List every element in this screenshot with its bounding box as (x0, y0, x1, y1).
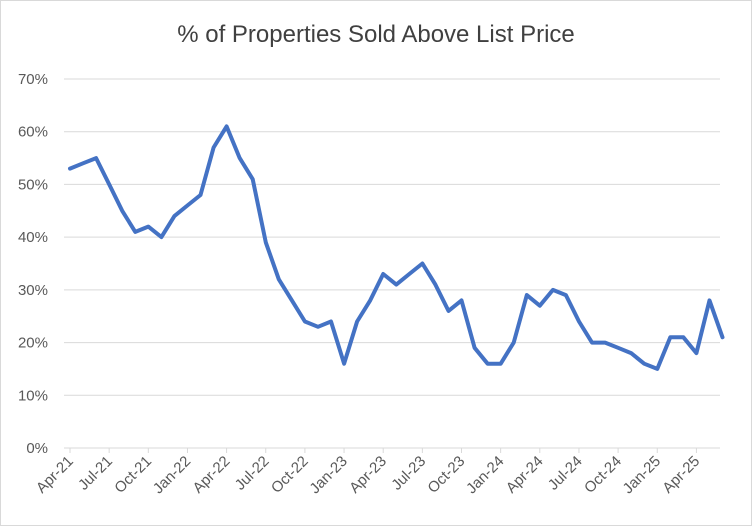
y-tick-label: 0% (26, 440, 48, 457)
data-point (616, 346, 620, 350)
data-point (655, 367, 659, 371)
data-point (642, 362, 646, 366)
x-axis-labels: Apr-21Jul-21Oct-21Jan-22Apr-22Jul-22Oct-… (33, 453, 703, 497)
y-tick-label: 50% (18, 176, 48, 193)
data-point (694, 351, 698, 355)
data-point (538, 304, 542, 308)
data-point (433, 283, 437, 287)
x-tick-label: Oct-21 (111, 453, 155, 497)
data-point (342, 362, 346, 366)
data-point (707, 298, 711, 302)
data-point (251, 177, 255, 181)
y-tick-label: 60% (18, 124, 48, 141)
data-point (420, 262, 424, 266)
y-tick-label: 10% (18, 387, 48, 404)
data-point (473, 346, 477, 350)
x-tick-label: Apr-22 (190, 453, 234, 497)
x-tick-label: Apr-23 (346, 453, 390, 497)
data-point (199, 193, 203, 197)
data-point (681, 335, 685, 339)
data-point (394, 283, 398, 287)
data-point (238, 156, 242, 160)
data-point (460, 298, 464, 302)
data-point (172, 214, 176, 218)
data-point (81, 161, 85, 165)
data-point (264, 240, 268, 244)
x-tick-label: Jul-22 (232, 453, 273, 494)
gridlines (64, 78, 720, 453)
data-point (486, 362, 490, 366)
data-point (381, 272, 385, 276)
data-point (368, 298, 372, 302)
data-point (146, 225, 150, 229)
x-tick-label: Jan-22 (150, 453, 194, 497)
data-point (446, 309, 450, 313)
data-point (133, 230, 137, 234)
data-point (107, 182, 111, 186)
x-tick-label: Apr-25 (659, 453, 703, 497)
data-point (512, 341, 516, 345)
data-point (290, 298, 294, 302)
x-tick-label: Apr-24 (503, 453, 547, 497)
x-tick-label: Jul-24 (545, 453, 586, 494)
y-tick-label: 70% (18, 71, 48, 88)
data-point (159, 235, 163, 239)
x-tick-label: Jan-24 (463, 453, 507, 497)
data-point (68, 167, 72, 171)
y-tick-label: 30% (18, 282, 48, 299)
x-tick-label: Oct-22 (268, 453, 312, 497)
data-point (316, 325, 320, 329)
data-point (525, 293, 529, 297)
series-layer (68, 124, 725, 371)
data-point (212, 146, 216, 150)
x-tick-label: Oct-24 (581, 453, 625, 497)
data-point (551, 288, 555, 292)
chart-title: % of Properties Sold Above List Price (177, 21, 575, 48)
x-tick-label: Jul-21 (75, 453, 116, 494)
data-point (577, 319, 581, 323)
data-point (499, 362, 503, 366)
x-tick-label: Jan-25 (620, 453, 664, 497)
data-point (303, 319, 307, 323)
data-point (120, 209, 124, 213)
data-point (721, 335, 725, 339)
x-tick-label: Jul-23 (388, 453, 429, 494)
data-point (225, 124, 229, 128)
series-line (68, 124, 725, 371)
y-tick-label: 40% (18, 229, 48, 246)
data-point (603, 341, 607, 345)
data-point (94, 156, 98, 160)
data-point (629, 351, 633, 355)
data-point (277, 277, 281, 281)
x-tick-label: Apr-21 (33, 453, 77, 497)
data-point (590, 341, 594, 345)
x-tick-label: Jan-23 (306, 453, 350, 497)
data-point (564, 293, 568, 297)
y-axis-labels: 0% 10% 20% 30% 40% 50% 60% 70% (18, 71, 48, 457)
data-point (185, 204, 189, 208)
data-point (329, 319, 333, 323)
y-tick-label: 20% (18, 335, 48, 352)
x-tick-label: Oct-23 (424, 453, 468, 497)
data-point (355, 319, 359, 323)
data-point (668, 335, 672, 339)
data-point (407, 272, 411, 276)
